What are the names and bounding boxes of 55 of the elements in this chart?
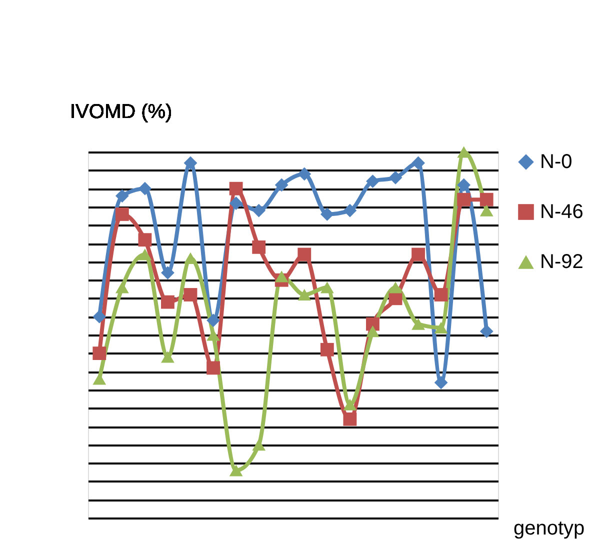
point [252, 204, 266, 218]
legend-label: N-46 [540, 201, 584, 223]
point [480, 192, 494, 206]
point [274, 270, 288, 282]
point [206, 361, 220, 375]
point [434, 376, 448, 390]
point [343, 398, 357, 410]
point [457, 192, 471, 206]
point [320, 342, 334, 356]
point [184, 288, 198, 302]
point [366, 326, 380, 338]
point [412, 318, 425, 330]
point [274, 178, 288, 192]
point [298, 288, 312, 301]
point [388, 282, 402, 294]
point [92, 310, 106, 324]
point [252, 240, 266, 254]
point [138, 233, 152, 247]
point [434, 288, 448, 302]
point [480, 204, 494, 216]
point [206, 329, 220, 341]
point [298, 248, 312, 262]
point [115, 208, 129, 221]
legend-label: N-0 [540, 151, 572, 173]
point [480, 324, 494, 338]
point [366, 317, 380, 331]
point [92, 373, 106, 385]
point [343, 412, 357, 426]
point [434, 322, 448, 334]
point [115, 282, 129, 294]
y-axis-title: IVOMD (%) [70, 101, 172, 123]
point [161, 295, 174, 309]
point [229, 464, 243, 476]
point [388, 170, 402, 184]
point [366, 174, 380, 188]
point [229, 196, 243, 210]
legend-label: N-92 [540, 251, 584, 273]
point [161, 351, 174, 363]
point [320, 208, 334, 221]
point [92, 346, 106, 360]
point [412, 156, 425, 170]
point [343, 204, 357, 218]
point [298, 167, 312, 181]
x-axis-title: genotyp [514, 518, 585, 540]
point [115, 189, 129, 203]
point [138, 248, 152, 260]
point [138, 182, 152, 196]
point [252, 438, 266, 451]
point [412, 248, 425, 262]
point [161, 266, 174, 280]
point [229, 182, 243, 196]
point [184, 156, 198, 170]
point [206, 314, 220, 328]
point [457, 178, 471, 192]
point [320, 282, 334, 294]
